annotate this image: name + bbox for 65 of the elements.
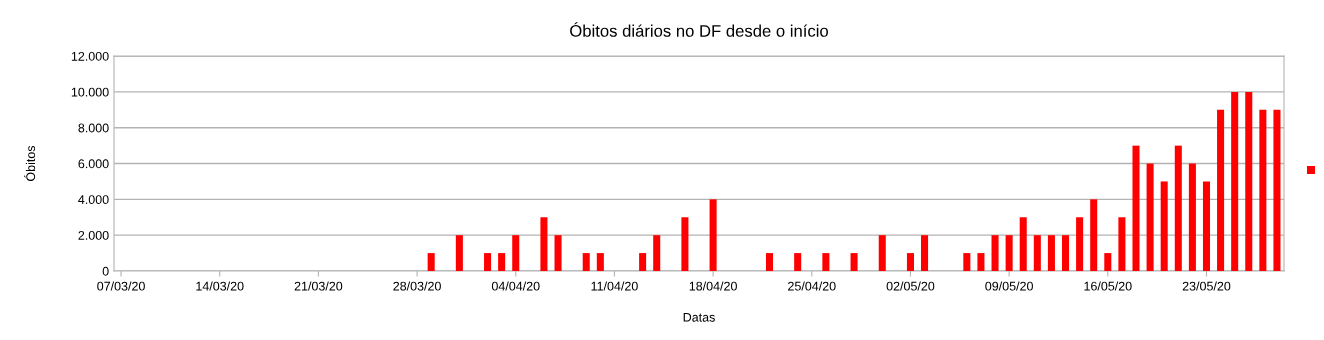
bar: [1104, 253, 1112, 271]
y-tick-label: 6.000: [78, 159, 109, 169]
bar: [906, 253, 914, 271]
bar: [639, 253, 647, 271]
x-axis-title: Datas: [683, 312, 715, 322]
bar: [822, 253, 830, 271]
bar: [1174, 145, 1182, 271]
bar: [681, 217, 689, 271]
x-tick-label: 14/03/20: [196, 281, 244, 291]
x-tick-label: 28/03/20: [393, 281, 441, 291]
y-tick-label: 10.000: [71, 87, 109, 97]
bar: [1188, 163, 1196, 271]
bar: [765, 253, 774, 271]
bar: [991, 235, 999, 271]
bar: [484, 253, 492, 271]
bar: [1076, 217, 1084, 271]
bar: [455, 235, 463, 271]
bar: [1273, 109, 1281, 271]
bar: [1132, 145, 1140, 271]
y-tick-label: 8.000: [78, 123, 109, 133]
bar: [1019, 217, 1027, 271]
bar: [1005, 235, 1013, 271]
bar: [921, 235, 929, 271]
bar: [1245, 91, 1253, 271]
x-tick-label: 25/04/20: [788, 281, 836, 291]
y-tick-label: 0: [102, 266, 109, 276]
x-tick-label: 18/04/20: [689, 281, 737, 291]
bar: [653, 235, 661, 271]
bar: [963, 253, 971, 271]
bar: [498, 253, 506, 271]
x-tick-label: 11/04/20: [591, 281, 638, 291]
bar: [1202, 181, 1211, 271]
chart-title: Óbitos diários no DF desde o início: [570, 22, 829, 37]
x-tick-label: 04/04/20: [491, 281, 540, 291]
y-axis-title: Óbitos: [24, 145, 36, 182]
bar: [540, 217, 548, 271]
bar: [1033, 235, 1041, 271]
bar: [1160, 181, 1168, 271]
bar: [850, 253, 858, 271]
x-tick-label: 21/03/20: [294, 281, 343, 291]
bar: [709, 199, 717, 271]
y-tick-label: 12.000: [71, 51, 109, 61]
y-tick-label: 2.000: [78, 230, 109, 240]
bar: [878, 235, 886, 271]
x-tick-label: 07/03/20: [97, 281, 145, 291]
bar: [1217, 109, 1225, 271]
x-tick-label: 23/05/20: [1182, 281, 1231, 291]
bar: [794, 253, 802, 271]
bar: [512, 235, 520, 271]
bar: [1146, 163, 1154, 271]
bar: [582, 253, 590, 271]
bar: [596, 253, 604, 271]
x-tick-label: 16/05/20: [1084, 281, 1132, 291]
bar: [1259, 109, 1267, 271]
bar: [554, 235, 562, 271]
y-tick-label: 4.000: [78, 195, 109, 205]
x-tick-label: 09/05/20: [985, 281, 1033, 291]
bar: [427, 253, 435, 271]
bar: [977, 253, 985, 271]
bar: [1061, 235, 1070, 271]
x-tick-label: 02/05/20: [886, 281, 935, 291]
bar: [1047, 235, 1055, 271]
bar: [1090, 199, 1098, 271]
bar: [1231, 91, 1239, 271]
bar: [1118, 217, 1126, 271]
